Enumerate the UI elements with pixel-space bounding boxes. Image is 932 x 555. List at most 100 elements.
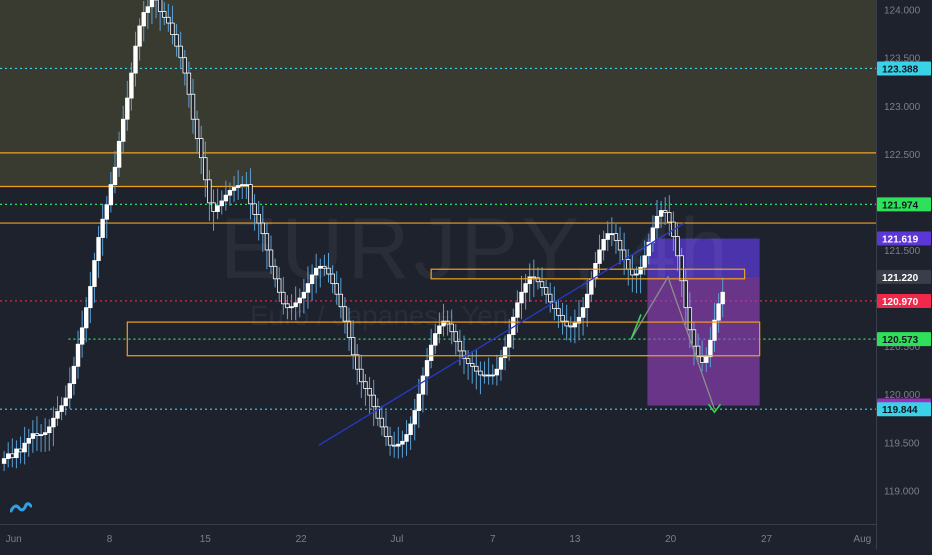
candles bbox=[1, 0, 725, 472]
candle-body bbox=[609, 233, 615, 236]
candle-body bbox=[211, 202, 216, 212]
candle-body bbox=[268, 249, 274, 267]
candle-body bbox=[490, 374, 495, 377]
time-axis[interactable]: Jun 8 15 22 Jul 7 13 20 27 Aug bbox=[0, 524, 876, 550]
candle-body bbox=[404, 434, 409, 442]
price-tag-text: 121.220 bbox=[882, 273, 919, 284]
candle-body bbox=[112, 166, 118, 186]
candle-body bbox=[683, 280, 688, 309]
price-tick-label: 120.000 bbox=[884, 390, 921, 401]
candle-body bbox=[174, 34, 179, 47]
candle-body bbox=[453, 331, 458, 342]
candle-body bbox=[92, 260, 97, 287]
candle-body bbox=[478, 370, 483, 376]
projection-arrow[interactable] bbox=[630, 275, 716, 410]
candle-body bbox=[539, 281, 545, 288]
candle-body bbox=[494, 368, 500, 376]
candle-body bbox=[387, 436, 393, 446]
price-tag-bg bbox=[877, 231, 931, 246]
candle-body bbox=[252, 203, 257, 215]
price-tag-bg bbox=[877, 61, 931, 76]
candle-body bbox=[346, 320, 352, 338]
candle-body bbox=[634, 273, 639, 276]
candle-body bbox=[313, 267, 319, 276]
candle-body bbox=[338, 293, 344, 308]
time-tick-label: 15 bbox=[200, 534, 212, 545]
candle-body bbox=[231, 187, 237, 191]
support-resistance-zones[interactable] bbox=[126, 268, 761, 357]
candle-body bbox=[116, 140, 122, 168]
candle-body bbox=[227, 189, 233, 196]
candle-body bbox=[322, 265, 327, 269]
time-tick-label: 7 bbox=[490, 534, 496, 545]
candle-body bbox=[42, 432, 48, 435]
candle-body bbox=[141, 12, 146, 27]
candle-body bbox=[576, 316, 582, 324]
candle-body bbox=[256, 214, 261, 224]
candle-body bbox=[437, 325, 442, 335]
candle-body bbox=[564, 320, 569, 327]
candle-body bbox=[301, 291, 307, 299]
candle-body bbox=[125, 97, 130, 120]
price-tick-label: 120.500 bbox=[884, 342, 921, 353]
candle-body bbox=[708, 339, 713, 358]
resistance-area bbox=[0, 0, 876, 187]
candle-body bbox=[51, 417, 56, 428]
candle-body bbox=[601, 239, 606, 251]
candle-body bbox=[240, 184, 245, 187]
candle-body bbox=[461, 350, 467, 360]
projection-arrow-head bbox=[707, 403, 722, 414]
time-tick-label: Aug bbox=[853, 534, 871, 545]
candle-body bbox=[18, 448, 23, 453]
price-tag-text: 120.573 bbox=[882, 335, 919, 346]
candle-body bbox=[531, 276, 537, 279]
candle-body bbox=[391, 444, 397, 447]
candle-body bbox=[535, 277, 541, 283]
candle-body bbox=[515, 302, 520, 318]
arrow-first-leg bbox=[630, 314, 642, 340]
candle-body bbox=[355, 354, 360, 370]
candle-body bbox=[597, 249, 602, 264]
zone-box bbox=[126, 321, 761, 357]
candle-body bbox=[584, 293, 590, 309]
price-tick-label: 124.000 bbox=[884, 6, 921, 17]
candle-body bbox=[199, 138, 204, 159]
candle-body bbox=[38, 434, 44, 436]
candle-body bbox=[10, 453, 15, 459]
candle-body bbox=[400, 440, 405, 445]
stop-loss-zone bbox=[647, 238, 760, 277]
candle-body bbox=[277, 278, 282, 293]
candle-body bbox=[470, 363, 475, 367]
candle-body bbox=[84, 307, 89, 329]
candle-body bbox=[363, 381, 368, 389]
candle-body bbox=[223, 194, 229, 202]
candle-body bbox=[408, 423, 413, 435]
candle-body bbox=[720, 291, 725, 305]
candle-body bbox=[457, 340, 463, 352]
price-tick-label: 119.500 bbox=[884, 438, 920, 449]
candle-body bbox=[646, 241, 651, 257]
candle-body bbox=[658, 210, 664, 217]
price-tick-label: 119.000 bbox=[884, 486, 920, 497]
candle-body bbox=[260, 222, 265, 235]
candle-body bbox=[47, 426, 52, 434]
price-tag-text: 123.388 bbox=[882, 64, 919, 75]
candle-body bbox=[367, 388, 372, 396]
short-position-box[interactable] bbox=[647, 238, 760, 406]
candle-body bbox=[441, 320, 446, 327]
candle-body bbox=[59, 405, 64, 412]
time-tick-label: 8 bbox=[107, 534, 113, 545]
candle-body bbox=[691, 329, 697, 347]
candle-body bbox=[207, 179, 212, 204]
candle-body bbox=[506, 334, 512, 348]
candle-body bbox=[244, 184, 249, 187]
trendline[interactable] bbox=[318, 222, 685, 446]
candle-body bbox=[519, 291, 524, 304]
candle-body bbox=[330, 273, 335, 285]
candle-body bbox=[687, 307, 693, 331]
candle-body bbox=[498, 357, 504, 370]
candle-body bbox=[663, 210, 668, 213]
candle-body bbox=[383, 426, 389, 437]
